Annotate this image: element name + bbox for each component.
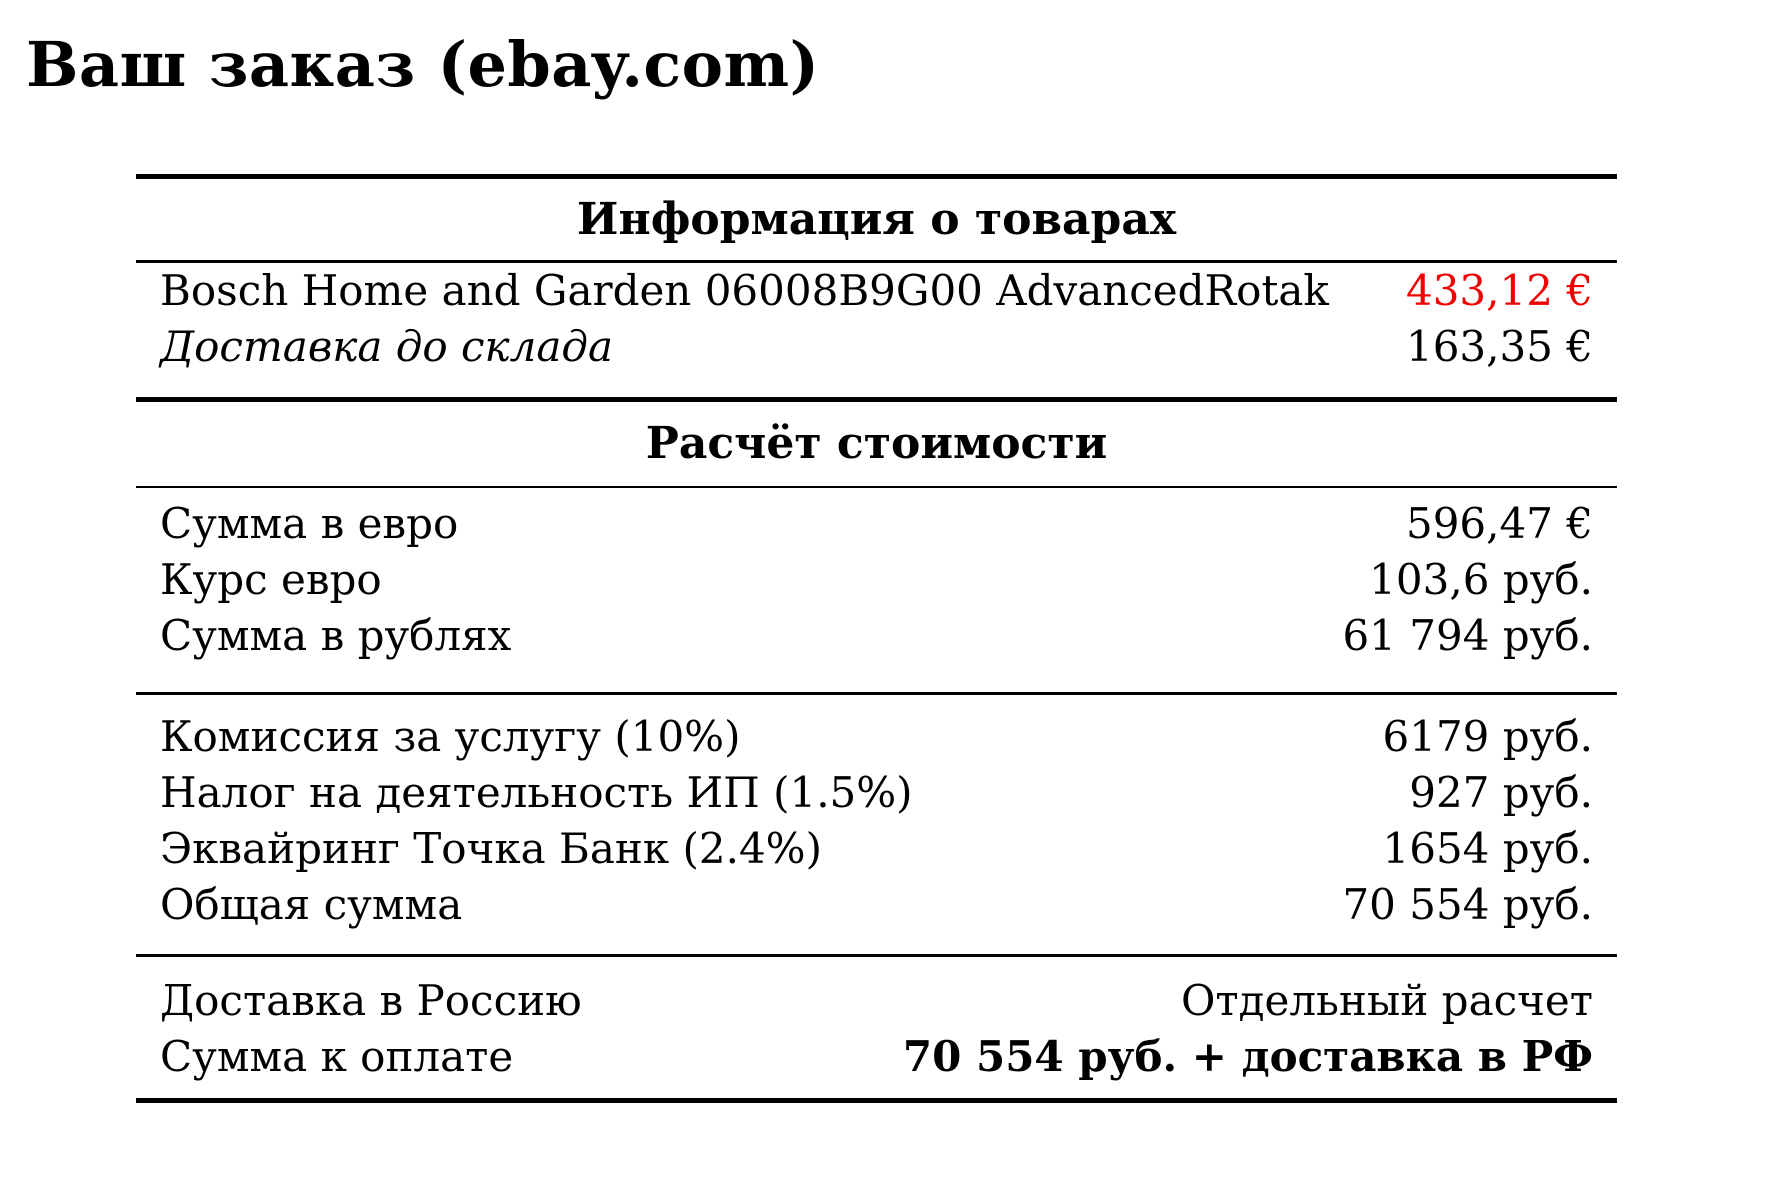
- grand-total-label: Общая сумма: [160, 880, 463, 929]
- acquiring-row: Эквайринг Точка Банк (2.4%) 1654 руб.: [136, 821, 1617, 877]
- eur-rate-value: 103,6 руб.: [1369, 555, 1593, 604]
- service-fee-label: Комиссия за услугу (10%): [160, 712, 741, 761]
- table-bottom-rule: [136, 1098, 1617, 1103]
- eur-rate-row: Курс евро 103,6 руб.: [136, 552, 1617, 608]
- sum-eur-row: Сумма в евро 596,47 €: [136, 496, 1617, 552]
- item-price: 433,12 €: [1405, 266, 1593, 315]
- calc-header-rule: [136, 486, 1617, 488]
- table-top-rule: [136, 174, 1617, 179]
- russia-shipping-label: Доставка в Россию: [160, 976, 582, 1025]
- amount-due-row: Сумма к оплате 70 554 руб. + доставка в …: [136, 1029, 1617, 1085]
- fees-rows: Комиссия за услугу (10%) 6179 руб. Налог…: [136, 695, 1617, 954]
- russia-shipping-value: Отдельный расчет: [1180, 976, 1593, 1025]
- calc-section-header: Расчёт стоимости: [645, 418, 1108, 469]
- tax-row: Налог на деятельность ИП (1.5%) 927 руб.: [136, 765, 1617, 821]
- final-top-rule: [136, 954, 1617, 957]
- items-section-header: Информация о товарах: [576, 194, 1177, 245]
- sum-rub-row: Сумма в рублях 61 794 руб.: [136, 608, 1617, 664]
- items-header-rule: [136, 260, 1617, 263]
- warehouse-shipping-label: Доставка до склада: [160, 322, 614, 371]
- amount-due-label: Сумма к оплате: [160, 1032, 514, 1081]
- page-title: Ваш заказ (ebay.com): [26, 28, 820, 101]
- eur-rate-label: Курс евро: [160, 555, 382, 604]
- euro-totals-rows: Сумма в евро 596,47 € Курс евро 103,6 ру…: [136, 488, 1617, 692]
- items-rows: Bosch Home and Garden 06008B9G00 Advance…: [136, 263, 1617, 397]
- item-row: Bosch Home and Garden 06008B9G00 Advance…: [136, 263, 1617, 319]
- sum-rub-value: 61 794 руб.: [1342, 611, 1593, 660]
- warehouse-shipping-row: Доставка до склада 163,35 €: [136, 319, 1617, 375]
- tax-label: Налог на деятельность ИП (1.5%): [160, 768, 913, 817]
- service-fee-value: 6179 руб.: [1382, 712, 1593, 761]
- sum-rub-label: Сумма в рублях: [160, 611, 512, 660]
- order-table: Информация о товарах Bosch Home and Gard…: [136, 174, 1617, 1103]
- calc-section-top-rule: [136, 397, 1617, 402]
- item-name: Bosch Home and Garden 06008B9G00 Advance…: [160, 266, 1329, 315]
- fees-top-rule: [136, 692, 1617, 695]
- final-rows: Доставка в Россию Отдельный расчет Сумма…: [136, 957, 1617, 1098]
- service-fee-row: Комиссия за услугу (10%) 6179 руб.: [136, 709, 1617, 765]
- acquiring-label: Эквайринг Точка Банк (2.4%): [160, 824, 822, 873]
- sum-eur-label: Сумма в евро: [160, 499, 459, 548]
- russia-shipping-row: Доставка в Россию Отдельный расчет: [136, 973, 1617, 1029]
- grand-total-value: 70 554 руб.: [1342, 880, 1593, 929]
- acquiring-value: 1654 руб.: [1382, 824, 1593, 873]
- warehouse-shipping-price: 163,35 €: [1405, 322, 1593, 371]
- amount-due-value: 70 554 руб. + доставка в РФ: [902, 1032, 1593, 1081]
- grand-total-row: Общая сумма 70 554 руб.: [136, 877, 1617, 933]
- tax-value: 927 руб.: [1409, 768, 1593, 817]
- sum-eur-value: 596,47 €: [1405, 499, 1593, 548]
